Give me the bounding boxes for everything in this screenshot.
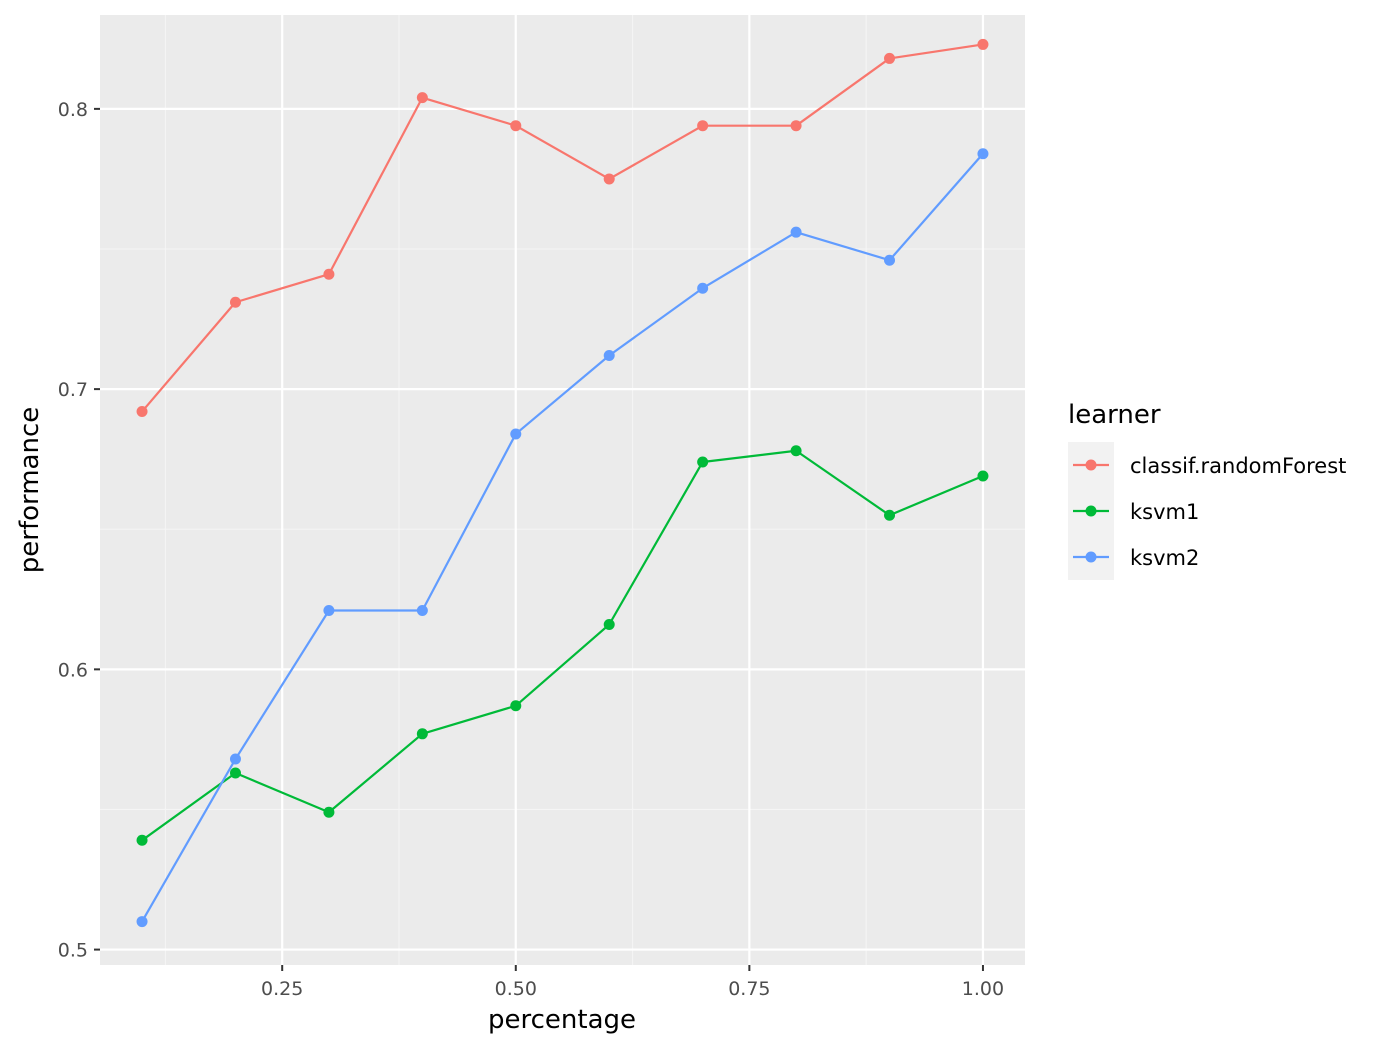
data-point [323,806,335,818]
data-point [603,173,615,185]
x-tick-label: 1.00 [962,978,1004,1000]
data-point [136,916,148,928]
legend-key-point [1085,551,1097,563]
data-point [416,92,428,104]
data-point [884,254,896,266]
y-tick-label: 0.5 [58,940,88,962]
data-point [603,349,615,361]
data-point [323,605,335,617]
legend: learner classif.randomForest ksvm1 ksvm2 [1068,400,1346,580]
legend-title: learner [1068,400,1161,430]
data-point [977,470,989,482]
data-point [136,406,148,418]
data-point [790,226,802,238]
data-point [416,728,428,740]
panel-background [100,15,1025,965]
data-point [229,296,241,308]
legend-label: classif.randomForest [1130,454,1346,478]
data-point [884,509,896,521]
data-point [229,767,241,779]
data-point [416,605,428,617]
series-points [136,38,989,928]
y-tick-label: 0.6 [58,659,88,681]
legend-label: ksvm1 [1130,500,1199,524]
data-point [977,148,989,160]
data-point [603,619,615,631]
x-axis: 0.25 0.50 0.75 1.00 [261,965,1004,1000]
data-point [977,38,989,50]
data-point [790,445,802,457]
series-line [141,449,984,842]
x-tick-label: 0.75 [728,978,770,1000]
data-point [136,834,148,846]
y-tick-label: 0.8 [58,99,88,121]
data-point [229,753,241,765]
data-point [697,282,709,294]
grid-major [100,15,1025,965]
y-tick-label: 0.7 [58,379,88,401]
series-line [141,152,984,923]
grid-minor [100,15,1025,965]
x-axis-title: percentage [488,1005,636,1035]
data-point [697,120,709,132]
legend-key-point [1085,459,1097,471]
legend-label: ksvm2 [1130,546,1199,570]
y-axis: 0.5 0.6 0.7 0.8 [58,99,100,962]
series-line [141,43,984,413]
data-point [510,120,522,132]
y-axis-title: performance [15,407,45,574]
data-point [510,428,522,440]
x-tick-label: 0.50 [495,978,537,1000]
series-lines [141,43,984,923]
legend-items: classif.randomForest ksvm1 ksvm2 [1073,454,1346,570]
legend-key-point [1085,505,1097,517]
data-point [323,268,335,280]
data-point [510,700,522,712]
x-tick-label: 0.25 [261,978,303,1000]
data-point [790,120,802,132]
data-point [697,456,709,468]
data-point [884,52,896,64]
